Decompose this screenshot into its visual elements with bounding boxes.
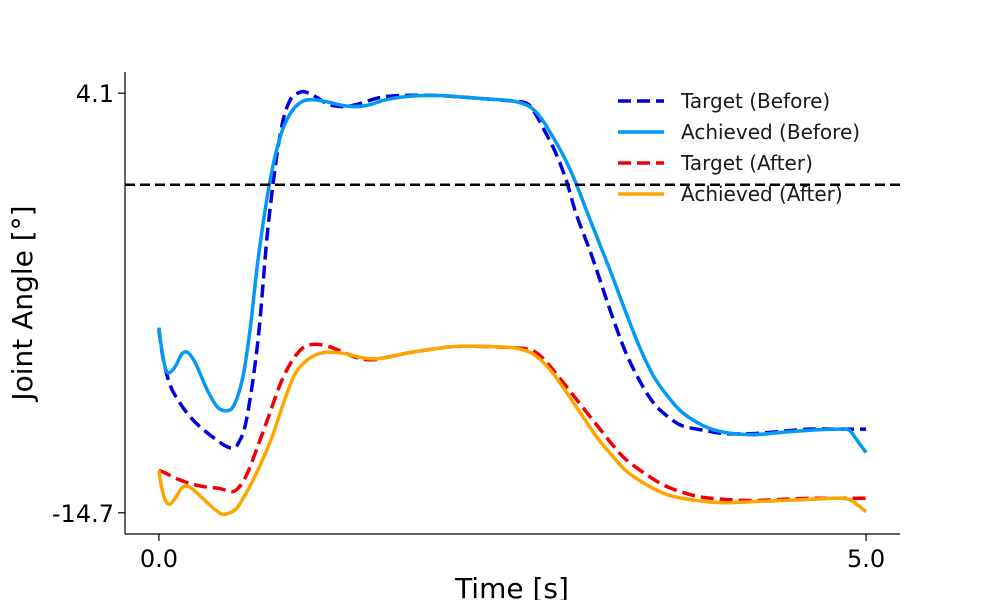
- plot-area: [125, 89, 900, 517]
- y-axis-label: Joint Angle [°]: [6, 205, 39, 402]
- x-tick-label: 0.0: [140, 545, 178, 573]
- x-axis-label: Time [s]: [454, 572, 569, 600]
- x-tick-label: 5.0: [847, 545, 885, 573]
- axes: 0.0 5.0 4.1 -14.7: [52, 72, 900, 573]
- legend: Target (Before) Achieved (Before) Target (…: [618, 89, 860, 206]
- series-line-3: [158, 342, 867, 503]
- legend-label-3: Target (After): [680, 151, 813, 175]
- legend-label-2: Achieved (Before): [681, 120, 860, 144]
- series-line-4: [157, 344, 868, 517]
- legend-label-4: Achieved (After): [681, 182, 843, 206]
- series-line-2: [157, 93, 868, 454]
- legend-label-1: Target (Before): [680, 89, 830, 113]
- series-line-1: [157, 89, 867, 450]
- y-tick-label: 4.1: [76, 80, 114, 108]
- y-tick-label: -14.7: [52, 500, 114, 528]
